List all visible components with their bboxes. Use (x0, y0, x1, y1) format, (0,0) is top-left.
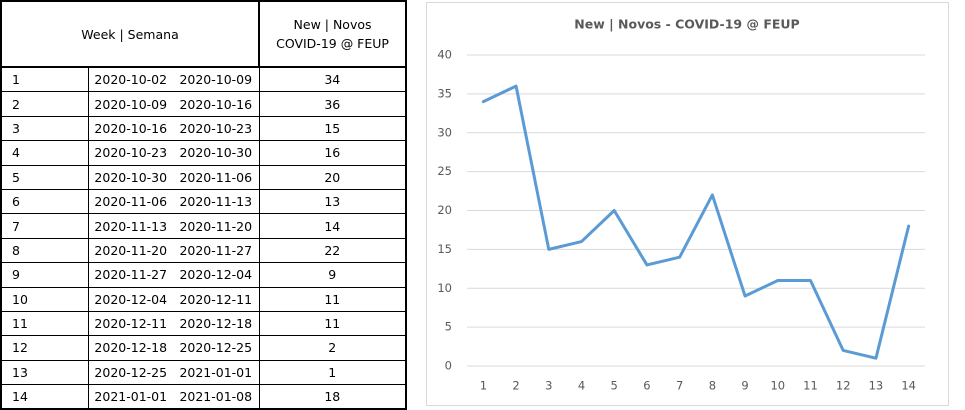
table-row: 11 2020-12-11 2020-12-18 11 (0, 310, 408, 337)
header-text: New | Novos (293, 17, 372, 32)
x-tick-label: 2 (512, 379, 519, 393)
week-cell: 3 (0, 115, 89, 142)
table-body: 1 2020-10-02 2020-10-09 34 2 2020-10-09 2020-1… (0, 66, 408, 410)
y-tick-label: 40 (437, 48, 452, 62)
start-date-cell: 2020-10-02 (87, 66, 173, 93)
end-date-cell: 2020-12-04 (173, 262, 260, 288)
chart-frame (426, 2, 949, 406)
new-cases-cell: 18 (258, 384, 408, 410)
x-tick-label: 14 (901, 379, 916, 393)
x-tick-label: 12 (836, 379, 851, 393)
end-date-cell: 2020-12-25 (173, 335, 260, 361)
y-tick-label: 5 (445, 320, 452, 334)
data-table: Week | Semana New | Novos COVID-19 @ FEUP… (0, 0, 408, 410)
start-date-cell: 2020-10-09 (87, 91, 173, 117)
week-cell: 7 (0, 213, 89, 239)
new-cases-cell: 36 (258, 91, 408, 117)
start-date-cell: 2020-11-20 (87, 237, 173, 264)
new-cases-cell: 11 (258, 286, 408, 312)
table-row: 4 2020-10-23 2020-10-30 16 (0, 140, 408, 166)
end-date-cell: 2020-10-16 (173, 91, 260, 117)
end-date-cell: 2020-11-20 (173, 213, 260, 239)
table-row: 5 2020-10-30 2020-11-06 20 (0, 164, 408, 190)
start-date-cell: 2020-10-23 (87, 140, 173, 166)
x-tick-label: 9 (741, 379, 748, 393)
start-date-cell: 2020-10-30 (87, 164, 173, 190)
end-date-cell: 2021-01-01 (173, 359, 260, 386)
y-tick-label: 25 (437, 164, 452, 178)
new-cases-cell: 1 (258, 359, 408, 386)
table-row: 6 2020-11-06 2020-11-13 13 (0, 188, 408, 215)
week-cell: 12 (0, 335, 89, 361)
y-tick-label: 10 (437, 281, 452, 295)
x-tick-label: 1 (480, 379, 487, 393)
start-date-cell: 2020-11-27 (87, 262, 173, 288)
new-cases-cell: 11 (258, 310, 408, 337)
new-header: New | Novos COVID-19 @ FEUP (258, 0, 408, 68)
start-date-cell: 2020-12-25 (87, 359, 173, 386)
start-date-cell: 2020-12-11 (87, 310, 173, 337)
week-cell: 14 (0, 384, 89, 410)
table-row: 9 2020-11-27 2020-12-04 9 (0, 262, 408, 288)
table-row: 13 2020-12-25 2021-01-01 1 (0, 359, 408, 386)
week-cell: 6 (0, 188, 89, 215)
new-cases-cell: 22 (258, 237, 408, 264)
x-tick-label: 7 (676, 379, 683, 393)
start-date-cell: 2020-12-18 (87, 335, 173, 361)
week-cell: 13 (0, 359, 89, 386)
week-cell: 2 (0, 91, 89, 117)
header-text: COVID-19 @ FEUP (276, 36, 389, 51)
new-cases-cell: 16 (258, 140, 408, 166)
x-tick-label: 8 (709, 379, 716, 393)
end-date-cell: 2020-11-06 (173, 164, 260, 190)
table-row: 14 2021-01-01 2021-01-08 18 (0, 384, 408, 410)
end-date-cell: 2020-10-09 (173, 66, 260, 93)
start-date-cell: 2020-12-04 (87, 286, 173, 312)
start-date-cell: 2020-11-06 (87, 188, 173, 215)
header-text: Week | Semana (81, 26, 179, 42)
end-date-cell: 2020-12-11 (173, 286, 260, 312)
x-tick-label: 11 (803, 379, 818, 393)
x-tick-label: 5 (611, 379, 618, 393)
end-date-cell: 2020-10-30 (173, 140, 260, 166)
end-date-cell: 2021-01-08 (173, 384, 260, 410)
table-row: 8 2020-11-20 2020-11-27 22 (0, 237, 408, 264)
x-tick-label: 3 (545, 379, 552, 393)
x-tick-label: 4 (578, 379, 585, 393)
week-cell: 10 (0, 286, 89, 312)
end-date-cell: 2020-11-27 (173, 237, 260, 264)
table-row: 2 2020-10-09 2020-10-16 36 (0, 91, 408, 117)
end-date-cell: 2020-10-23 (173, 115, 260, 142)
x-tick-label: 6 (643, 379, 650, 393)
x-tick-label: 10 (770, 379, 785, 393)
data-line (481, 84, 911, 360)
y-tick-label: 20 (437, 203, 452, 217)
y-tick-label: 30 (437, 125, 452, 139)
week-header: Week | Semana (0, 0, 260, 68)
y-tick-label: 15 (437, 242, 452, 256)
week-cell: 1 (0, 66, 89, 93)
y-tick-label: 35 (437, 86, 452, 100)
chart-title: New | Novos - COVID-19 @ FEUP (574, 17, 799, 32)
x-tick-label: 13 (869, 379, 884, 393)
start-date-cell: 2021-01-01 (87, 384, 173, 410)
end-date-cell: 2020-12-18 (173, 310, 260, 337)
table-row: 12 2020-12-18 2020-12-25 2 (0, 335, 408, 361)
y-tick-label: 0 (445, 359, 452, 373)
header-row: Week | Semana New | Novos COVID-19 @ FEUP (0, 0, 408, 68)
table-row: 7 2020-11-13 2020-11-20 14 (0, 213, 408, 239)
week-cell: 4 (0, 140, 89, 166)
new-cases-cell: 9 (258, 262, 408, 288)
start-date-cell: 2020-11-13 (87, 213, 173, 239)
table-row: 10 2020-12-04 2020-12-11 11 (0, 286, 408, 312)
week-cell: 5 (0, 164, 89, 190)
new-cases-cell: 2 (258, 335, 408, 361)
start-date-cell: 2020-10-16 (87, 115, 173, 142)
